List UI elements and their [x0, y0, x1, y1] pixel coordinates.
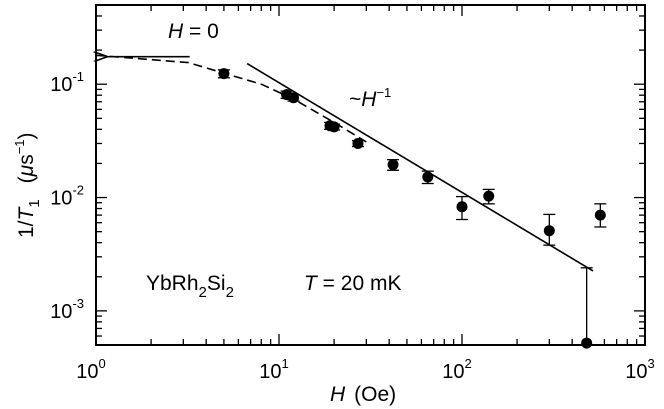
marker [328, 121, 340, 133]
x-tick-label: 100 [76, 356, 105, 383]
plot-frame [95, 4, 646, 346]
marker [387, 159, 399, 171]
data-point [387, 158, 400, 171]
marker [543, 225, 555, 237]
data-point [580, 267, 593, 349]
x-tick-label: 101 [259, 356, 288, 383]
data-point [287, 92, 300, 104]
h0-label: H = 0 [168, 20, 219, 43]
marker [287, 92, 299, 104]
dashed-h0-curve [95, 54, 367, 143]
y-tick-labels: 10-3 10-2 10-1 [50, 69, 84, 323]
marker [456, 201, 468, 213]
data-point [594, 203, 607, 228]
marker [422, 171, 434, 183]
marker [581, 337, 593, 349]
data-points [217, 68, 607, 349]
data-point [543, 213, 556, 246]
power-law-fit-line [246, 62, 594, 272]
x-tick-label: 103 [625, 356, 654, 383]
x-tick-labels: 100 101 102 103 [76, 356, 654, 383]
data-point [482, 188, 495, 205]
x-axis-title: H (Oe) [330, 383, 396, 406]
marker [352, 137, 364, 149]
axis-ticks [95, 4, 646, 346]
data-point [351, 137, 364, 149]
y-tick-label: 10-1 [50, 69, 84, 96]
marker [218, 68, 230, 80]
data-point [217, 68, 230, 80]
marker [594, 209, 606, 221]
x-tick-label: 102 [442, 356, 471, 383]
compound-label: YbRh2Si2 [146, 272, 234, 301]
data-point [328, 121, 341, 133]
marker [483, 190, 495, 202]
y-tick-label: 10-2 [50, 183, 84, 210]
power-law-label: ~H−1 [349, 85, 391, 111]
temperature-label: T = 20 mK [304, 272, 401, 295]
data-point [456, 195, 468, 221]
y-axis-title: 1/T1(μs−1) [12, 132, 43, 238]
y-tick-label: 10-3 [50, 296, 84, 323]
data-point [421, 170, 434, 185]
